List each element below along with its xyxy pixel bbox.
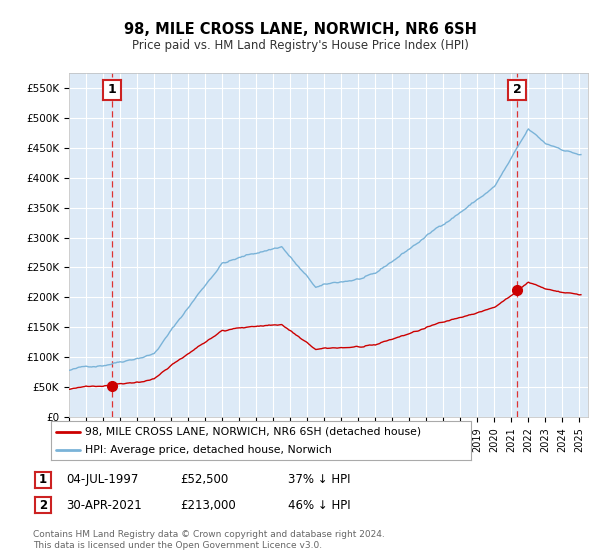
Text: HPI: Average price, detached house, Norwich: HPI: Average price, detached house, Norw…	[85, 445, 332, 455]
Text: 98, MILE CROSS LANE, NORWICH, NR6 6SH (detached house): 98, MILE CROSS LANE, NORWICH, NR6 6SH (d…	[85, 427, 422, 437]
Text: £52,500: £52,500	[180, 473, 228, 487]
Text: 04-JUL-1997: 04-JUL-1997	[66, 473, 139, 487]
Text: £213,000: £213,000	[180, 498, 236, 512]
Text: 1: 1	[39, 473, 47, 487]
Text: 37% ↓ HPI: 37% ↓ HPI	[288, 473, 350, 487]
Text: 98, MILE CROSS LANE, NORWICH, NR6 6SH: 98, MILE CROSS LANE, NORWICH, NR6 6SH	[124, 22, 476, 38]
Text: 2: 2	[39, 498, 47, 512]
Text: 46% ↓ HPI: 46% ↓ HPI	[288, 498, 350, 512]
Text: Contains HM Land Registry data © Crown copyright and database right 2024.
This d: Contains HM Land Registry data © Crown c…	[33, 530, 385, 550]
Text: 2: 2	[512, 83, 521, 96]
Text: 30-APR-2021: 30-APR-2021	[66, 498, 142, 512]
Text: 1: 1	[107, 83, 116, 96]
Text: Price paid vs. HM Land Registry's House Price Index (HPI): Price paid vs. HM Land Registry's House …	[131, 39, 469, 52]
